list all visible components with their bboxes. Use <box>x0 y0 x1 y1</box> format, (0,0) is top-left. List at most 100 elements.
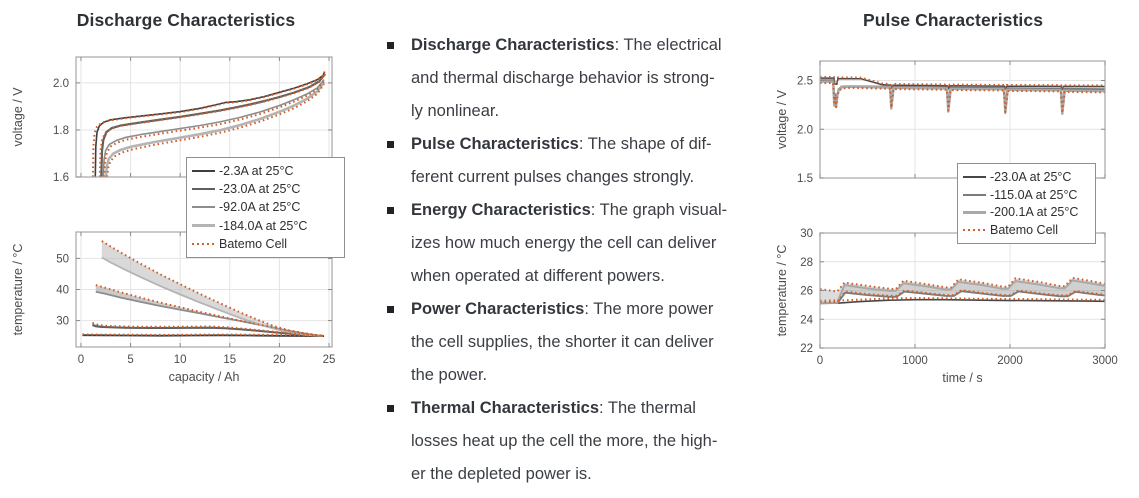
series-batemo-cell-lower <box>820 82 1106 114</box>
pulse-figure-title: Pulse Characteristics <box>862 10 1044 30</box>
series-2-3a-at-25-c <box>94 71 326 178</box>
bullet-square-icon <box>387 405 394 412</box>
discharge-legend: -2.3A at 25°C -23.0A at 25°C -92.0A at 25°… <box>186 157 345 258</box>
bullet-list: Discharge Characteristics: The electrica… <box>386 29 766 491</box>
bullet-body: : The graph visual- izes how much energy… <box>411 201 728 285</box>
bullet-heading: Power Characteristics <box>411 300 585 318</box>
legend-line-icon <box>192 188 215 191</box>
series-batemo-cell-92-0a <box>103 80 325 178</box>
y-tick-label: 26 <box>800 286 813 298</box>
legend-line-icon <box>963 211 986 214</box>
y-tick-label: 2.0 <box>53 78 69 90</box>
series-batemo-cell-184-0a <box>106 83 325 178</box>
x-tick-label: 20 <box>273 354 286 366</box>
legend-line-icon <box>963 193 986 196</box>
series-23-0a-at-25-c <box>91 323 324 337</box>
legend-label: -200.1A at 25°C <box>990 205 1079 220</box>
bullet-square-icon <box>387 141 394 148</box>
legend-line-icon <box>192 224 215 227</box>
bullet-item: Pulse Characteristics: The shape of dif-… <box>386 128 766 194</box>
bullet-item: Thermal Characteristics: The thermal los… <box>386 392 766 491</box>
legend-line-icon <box>192 206 215 209</box>
legend-entry: -23.0A at 25°C <box>963 170 1090 184</box>
x-tick-label: 15 <box>223 354 236 366</box>
legend-label: -23.0A at 25°C <box>219 182 301 197</box>
legend-label: -2.3A at 25°C <box>219 164 294 179</box>
series-23-0a-at-25-c <box>819 298 1106 305</box>
legend-entry: -23.0A at 25°C <box>192 182 339 196</box>
legend-entry: -2.3A at 25°C <box>192 164 339 178</box>
x-axis-label: time / s <box>942 371 982 385</box>
x-axis-label: capacity / Ah <box>169 370 240 384</box>
pulse-legend: -23.0A at 25°C -115.0A at 25°C -200.1A at … <box>957 163 1096 244</box>
y-axis-label: voltage / V <box>775 89 789 149</box>
x-tick-label: 0 <box>817 355 823 367</box>
legend-entry: Batemo Cell <box>192 237 339 251</box>
y-tick-label: 22 <box>800 343 813 355</box>
discharge-charts: 1.6 1.8 2.0 voltage / V 0 5 10 15 20 25 30 40 50 capa… <box>11 56 336 384</box>
bullet-heading: Thermal Characteristics <box>411 399 600 417</box>
series-batemo-cell-2-3a <box>91 71 326 178</box>
deviation-band <box>820 280 1105 304</box>
x-tick-label: 10 <box>174 354 187 366</box>
discharge-figure-title: Discharge Characteristics <box>76 10 296 30</box>
y-axis-label: voltage / V <box>11 87 25 147</box>
x-tick-label: 25 <box>323 354 336 366</box>
legend-dotted-line-icon <box>963 229 986 232</box>
legend-label: -184.0A at 25°C <box>219 218 308 233</box>
y-tick-label: 2.5 <box>797 76 813 88</box>
x-tick-label: 3000 <box>1092 355 1118 367</box>
x-tick-label: 5 <box>127 354 133 366</box>
legend-label: -92.0A at 25°C <box>219 200 301 215</box>
bullet-item: Power Characteristics: The more power th… <box>386 293 766 392</box>
series-92-0a-at-25-c <box>102 79 325 178</box>
x-tick-label: 2000 <box>997 355 1023 367</box>
y-tick-label: 1.6 <box>53 172 69 184</box>
bullet-square-icon <box>387 306 394 313</box>
legend-entry: -200.1A at 25°C <box>963 205 1090 219</box>
legend-line-icon <box>192 170 215 173</box>
y-tick-label: 28 <box>800 257 813 269</box>
y-tick-label: 1.8 <box>53 125 69 137</box>
y-tick-label: 30 <box>800 228 813 240</box>
series-200-1a-at-25-c <box>820 279 1106 304</box>
bullet-body: : The shape of dif- ferent current pulse… <box>411 135 712 186</box>
bullet-heading: Discharge Characteristics <box>411 36 615 54</box>
series-batemo-cell-200-1a <box>819 276 1106 293</box>
y-tick-label: 24 <box>800 314 813 326</box>
legend-label: Batemo Cell <box>219 236 288 251</box>
y-tick-label: 30 <box>56 316 69 328</box>
legend-entry: -115.0A at 25°C <box>963 188 1090 202</box>
legend-dotted-line-icon <box>192 242 215 245</box>
legend-line-icon <box>963 175 986 178</box>
bullet-square-icon <box>387 207 394 214</box>
legend-entry: -184.0A at 25°C <box>192 219 339 233</box>
y-tick-label: 1.5 <box>797 173 813 185</box>
bullet-square-icon <box>387 42 394 49</box>
bullet-heading: Pulse Characteristics <box>411 135 579 153</box>
bullet-body: : The thermal losses heat up the cell th… <box>411 399 718 483</box>
y-tick-label: 2.0 <box>797 124 813 136</box>
legend-label: Batemo Cell <box>990 223 1059 238</box>
series-batemo-cell-2-3a <box>82 333 325 337</box>
series-23-0a-at-25-c <box>820 77 1106 91</box>
y-tick-label: 40 <box>56 285 69 297</box>
series-batemo-cell-23-0a <box>92 321 324 337</box>
legend-label: -23.0A at 25°C <box>990 169 1072 184</box>
characteristics-text: Discharge Characteristics: The electrica… <box>386 29 766 491</box>
legend-entry: Batemo Cell <box>963 223 1090 237</box>
legend-label: -115.0A at 25°C <box>990 187 1078 202</box>
bullet-item: Discharge Characteristics: The electrica… <box>386 29 766 128</box>
bullet-item: Energy Characteristics: The graph visual… <box>386 194 766 293</box>
bullet-heading: Energy Characteristics <box>411 201 591 219</box>
series-batemo-cell-23-0a <box>98 73 326 178</box>
x-tick-label: 0 <box>78 354 84 366</box>
bullet-body: : The more power the cell supplies, the … <box>411 300 714 384</box>
y-axis-label: temperature / °C <box>775 245 789 337</box>
series-184-0a-at-25-c <box>104 81 326 178</box>
x-tick-label: 1000 <box>902 355 928 367</box>
y-tick-label: 50 <box>56 253 69 265</box>
legend-entry: -92.0A at 25°C <box>192 200 339 214</box>
y-axis-label: temperature / °C <box>11 244 25 336</box>
